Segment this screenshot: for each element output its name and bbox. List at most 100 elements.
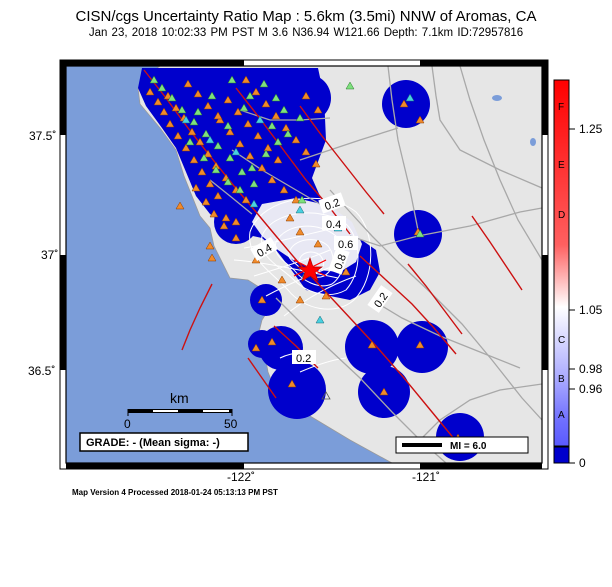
station-triangle xyxy=(399,99,409,108)
colorbar-value: 0.96 xyxy=(579,382,603,396)
station-triangle xyxy=(189,117,199,126)
station-triangle xyxy=(185,137,195,146)
scale-end: 50 xyxy=(224,417,238,431)
station-triangle xyxy=(267,121,277,130)
colorbar-letter: B xyxy=(558,374,565,385)
station-triangle xyxy=(213,141,223,150)
station-triangle xyxy=(295,227,305,236)
station-triangle xyxy=(187,127,197,136)
station-triangle xyxy=(263,143,273,152)
station-triangle xyxy=(247,163,257,172)
station-triangle xyxy=(415,115,425,124)
station-triangle xyxy=(233,107,243,116)
station-triangle xyxy=(273,155,283,164)
station-triangle xyxy=(171,103,181,112)
station-triangle xyxy=(207,91,217,100)
contour-labels: 0.2 0.4 0.4 0.6 0.8 0.2 0.2 xyxy=(250,192,393,365)
station-triangle xyxy=(205,179,215,188)
colorbar-value: 1.25 xyxy=(579,122,603,136)
station-triangle xyxy=(279,185,289,194)
station-triangle xyxy=(205,135,215,144)
station-triangle xyxy=(259,79,269,88)
station-triangle xyxy=(415,340,425,349)
station-triangle xyxy=(261,99,271,108)
station-triangle xyxy=(243,119,253,128)
station-triangle xyxy=(239,103,249,112)
station-triangle xyxy=(221,213,231,222)
station-triangle xyxy=(311,159,321,168)
station-triangle xyxy=(237,167,247,176)
station-triangle xyxy=(157,83,167,92)
scale-unit: km xyxy=(170,390,189,406)
station-triangle xyxy=(241,195,251,204)
station-triangle xyxy=(203,101,213,110)
station-triangle xyxy=(177,105,187,114)
station-triangle xyxy=(315,315,325,324)
x-tick-label: -122˚ xyxy=(227,470,256,484)
y-tick-label: 37˚ xyxy=(41,248,59,262)
station-triangle xyxy=(193,89,203,98)
station-triangle xyxy=(251,87,261,96)
station-triangle xyxy=(249,199,259,208)
station-triangle xyxy=(245,91,255,100)
contour-label: 0.8 xyxy=(333,253,350,271)
station-triangle xyxy=(257,295,267,304)
station-triangle xyxy=(231,217,241,226)
station-triangle xyxy=(193,107,203,116)
station-triangle xyxy=(231,147,241,156)
y-tick-label: 37.5˚ xyxy=(29,129,57,143)
station-triangle xyxy=(285,213,295,222)
station-triangle xyxy=(183,79,193,88)
station-triangle xyxy=(273,137,283,146)
contour-label: 0.4 xyxy=(326,219,341,231)
station-triangle xyxy=(313,105,323,114)
station-triangle xyxy=(379,387,389,396)
grade-text: GRADE: - (Mean sigma: -) xyxy=(86,437,220,449)
grade-box: GRADE: - (Mean sigma: -) xyxy=(79,432,249,452)
station-triangle xyxy=(211,165,221,174)
station-triangle xyxy=(215,115,225,124)
station-triangle xyxy=(405,93,415,102)
station-triangle xyxy=(175,201,185,210)
lake xyxy=(492,95,502,101)
contour-label: 0.2 xyxy=(323,197,341,214)
station-triangle xyxy=(287,379,297,388)
station-triangle xyxy=(321,391,331,400)
station-triangle xyxy=(281,123,291,132)
station-triangle xyxy=(191,183,201,192)
station-triangle xyxy=(271,111,281,120)
x-tick-label: -121˚ xyxy=(412,470,441,484)
colorbar-letter: F xyxy=(558,102,565,113)
station-triangle xyxy=(225,127,235,136)
station-triangle xyxy=(213,191,223,200)
station-triangle xyxy=(235,185,245,194)
station-triangle xyxy=(209,209,219,218)
station-triangle xyxy=(367,340,377,349)
station-triangle xyxy=(257,163,267,172)
mi-legend-text: MI = 6.0 xyxy=(450,441,487,452)
station-triangle xyxy=(213,111,223,120)
y-tick-label: 36.5˚ xyxy=(28,364,56,378)
map-frame xyxy=(59,59,549,470)
station-triangle xyxy=(313,239,323,248)
station-triangle xyxy=(153,97,163,106)
station-triangle xyxy=(277,275,287,284)
contour-label: 0.2 xyxy=(296,353,311,365)
colorbar-value: 1.05 xyxy=(579,303,603,317)
station-triangle xyxy=(201,129,211,138)
station-triangle xyxy=(295,113,305,122)
station-triangle xyxy=(173,131,183,140)
station-triangle xyxy=(197,167,207,176)
station-triangle xyxy=(167,93,177,102)
roads xyxy=(209,66,542,463)
station-triangle xyxy=(165,119,175,128)
station-triangle xyxy=(245,151,255,160)
station-triangle xyxy=(321,291,331,300)
station-triangle xyxy=(181,143,191,152)
station-triangle xyxy=(227,75,237,84)
colorbar-value: 0 xyxy=(579,456,586,470)
station-triangle xyxy=(159,107,169,116)
station-triangle xyxy=(149,75,159,84)
colorbar-letter: C xyxy=(558,335,566,346)
